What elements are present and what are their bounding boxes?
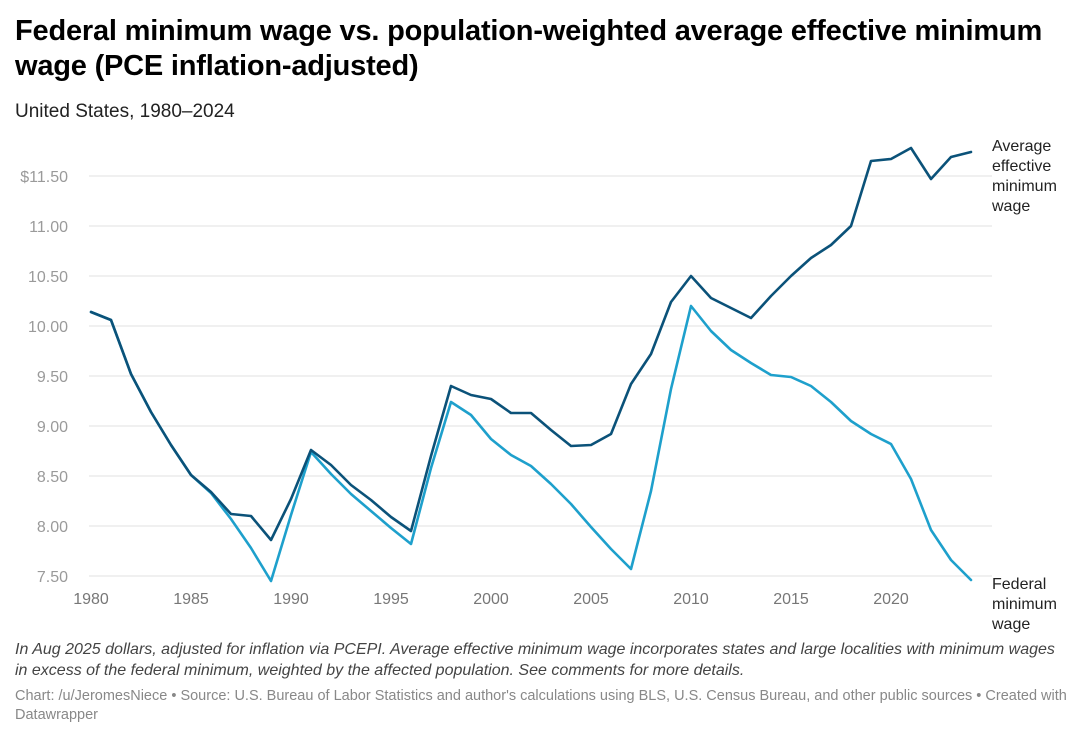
average-effective-minimum-wage-label: effective xyxy=(992,158,1051,175)
line-chart: 7.50 8.00 8.50 9.00 9.50 10.00 10.50 11.00 $11.5… xyxy=(20,138,1057,633)
chart-notes: In Aug 2025 dollars, adjusted for inflat… xyxy=(15,641,1055,679)
chart-source: Chart: /u/JeromesNiece • Source: U.S. Bu… xyxy=(15,688,1067,723)
y-tick-label: 11.00 xyxy=(29,219,68,236)
chart-title: Federal minimum wage vs. population-weig… xyxy=(15,15,1043,82)
federal-minimum-wage-label: Federal xyxy=(992,576,1046,593)
y-tick-label: 7.50 xyxy=(37,569,68,586)
average-effective-minimum-wage-label: minimum xyxy=(992,178,1057,195)
average-effective-minimum-wage-label: Average xyxy=(992,138,1051,155)
x-tick-label: 2015 xyxy=(773,591,809,608)
gridlines xyxy=(89,175,992,577)
x-tick-label: 2005 xyxy=(573,591,609,608)
series-lines xyxy=(89,146,973,583)
x-tick-label: 1980 xyxy=(73,591,109,608)
series-labels: Federal minimum wage Average effective minimu… xyxy=(991,138,1057,633)
federal-minimum-wage-label: minimum xyxy=(992,596,1057,613)
x-axis-ticks: 1980 1985 1990 1995 2000 2005 2010 2015 2020 xyxy=(73,591,909,608)
x-tick-label: 1990 xyxy=(273,591,309,608)
y-tick-label: 10.50 xyxy=(28,269,68,286)
federal-minimum-wage-line xyxy=(89,304,973,583)
chart-subtitle: United States, 1980–2024 xyxy=(15,101,235,122)
x-tick-label: 2010 xyxy=(673,591,709,608)
x-tick-label: 2000 xyxy=(473,591,509,608)
average-effective-minimum-wage-label: wage xyxy=(991,198,1030,215)
x-tick-label: 2020 xyxy=(873,591,909,608)
y-tick-label: 9.50 xyxy=(37,369,68,386)
y-tick-label: 9.00 xyxy=(37,419,68,436)
x-tick-label: 1985 xyxy=(173,591,209,608)
y-tick-label: 10.00 xyxy=(28,319,68,336)
federal-minimum-wage-label: wage xyxy=(991,616,1030,633)
x-tick-label: 1995 xyxy=(373,591,409,608)
y-tick-label: 8.00 xyxy=(37,519,68,536)
y-axis-ticks: 7.50 8.00 8.50 9.00 9.50 10.00 10.50 11.00 $11.5… xyxy=(20,169,68,586)
average-effective-minimum-wage-line xyxy=(89,146,973,542)
y-tick-label: $11.50 xyxy=(20,169,68,186)
y-tick-label: 8.50 xyxy=(37,469,68,486)
